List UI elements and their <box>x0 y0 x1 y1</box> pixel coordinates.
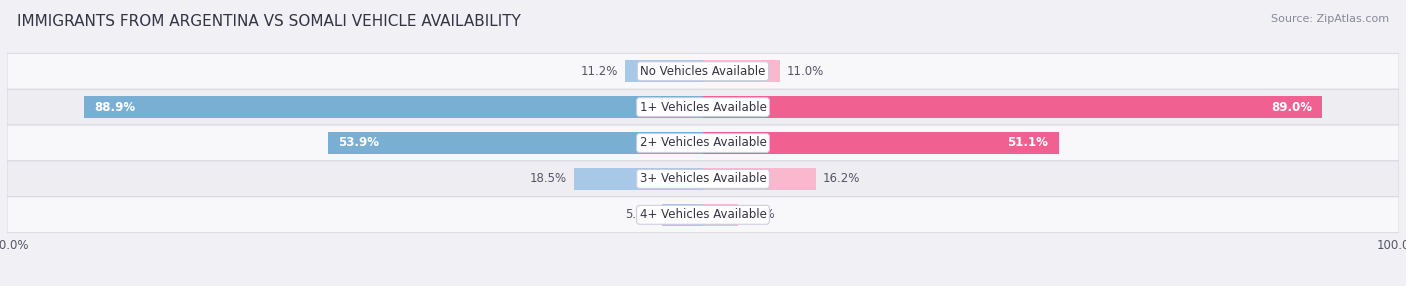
Bar <box>626 60 703 82</box>
Text: IMMIGRANTS FROM ARGENTINA VS SOMALI VEHICLE AVAILABILITY: IMMIGRANTS FROM ARGENTINA VS SOMALI VEHI… <box>17 14 520 29</box>
Text: 51.1%: 51.1% <box>1007 136 1049 150</box>
Bar <box>703 96 1323 118</box>
Text: 89.0%: 89.0% <box>1271 101 1312 114</box>
Text: 88.9%: 88.9% <box>94 101 136 114</box>
Text: 1+ Vehicles Available: 1+ Vehicles Available <box>640 101 766 114</box>
FancyBboxPatch shape <box>7 161 1399 197</box>
Text: 18.5%: 18.5% <box>530 172 567 185</box>
Text: 2+ Vehicles Available: 2+ Vehicles Available <box>640 136 766 150</box>
Bar <box>703 168 815 190</box>
Text: No Vehicles Available: No Vehicles Available <box>640 65 766 78</box>
Text: 11.0%: 11.0% <box>786 65 824 78</box>
FancyBboxPatch shape <box>7 89 1399 125</box>
Text: 5.0%: 5.0% <box>745 208 775 221</box>
Text: 5.9%: 5.9% <box>626 208 655 221</box>
FancyBboxPatch shape <box>7 197 1399 233</box>
Bar <box>662 204 703 226</box>
Bar <box>574 168 703 190</box>
Bar <box>703 60 779 82</box>
Bar <box>84 96 703 118</box>
Bar <box>328 132 703 154</box>
Text: 16.2%: 16.2% <box>823 172 860 185</box>
Text: 3+ Vehicles Available: 3+ Vehicles Available <box>640 172 766 185</box>
Text: 53.9%: 53.9% <box>339 136 380 150</box>
FancyBboxPatch shape <box>7 125 1399 161</box>
Bar <box>703 204 738 226</box>
FancyBboxPatch shape <box>7 53 1399 89</box>
Bar <box>703 132 1059 154</box>
Text: Source: ZipAtlas.com: Source: ZipAtlas.com <box>1271 14 1389 24</box>
Text: 4+ Vehicles Available: 4+ Vehicles Available <box>640 208 766 221</box>
Text: 11.2%: 11.2% <box>581 65 619 78</box>
